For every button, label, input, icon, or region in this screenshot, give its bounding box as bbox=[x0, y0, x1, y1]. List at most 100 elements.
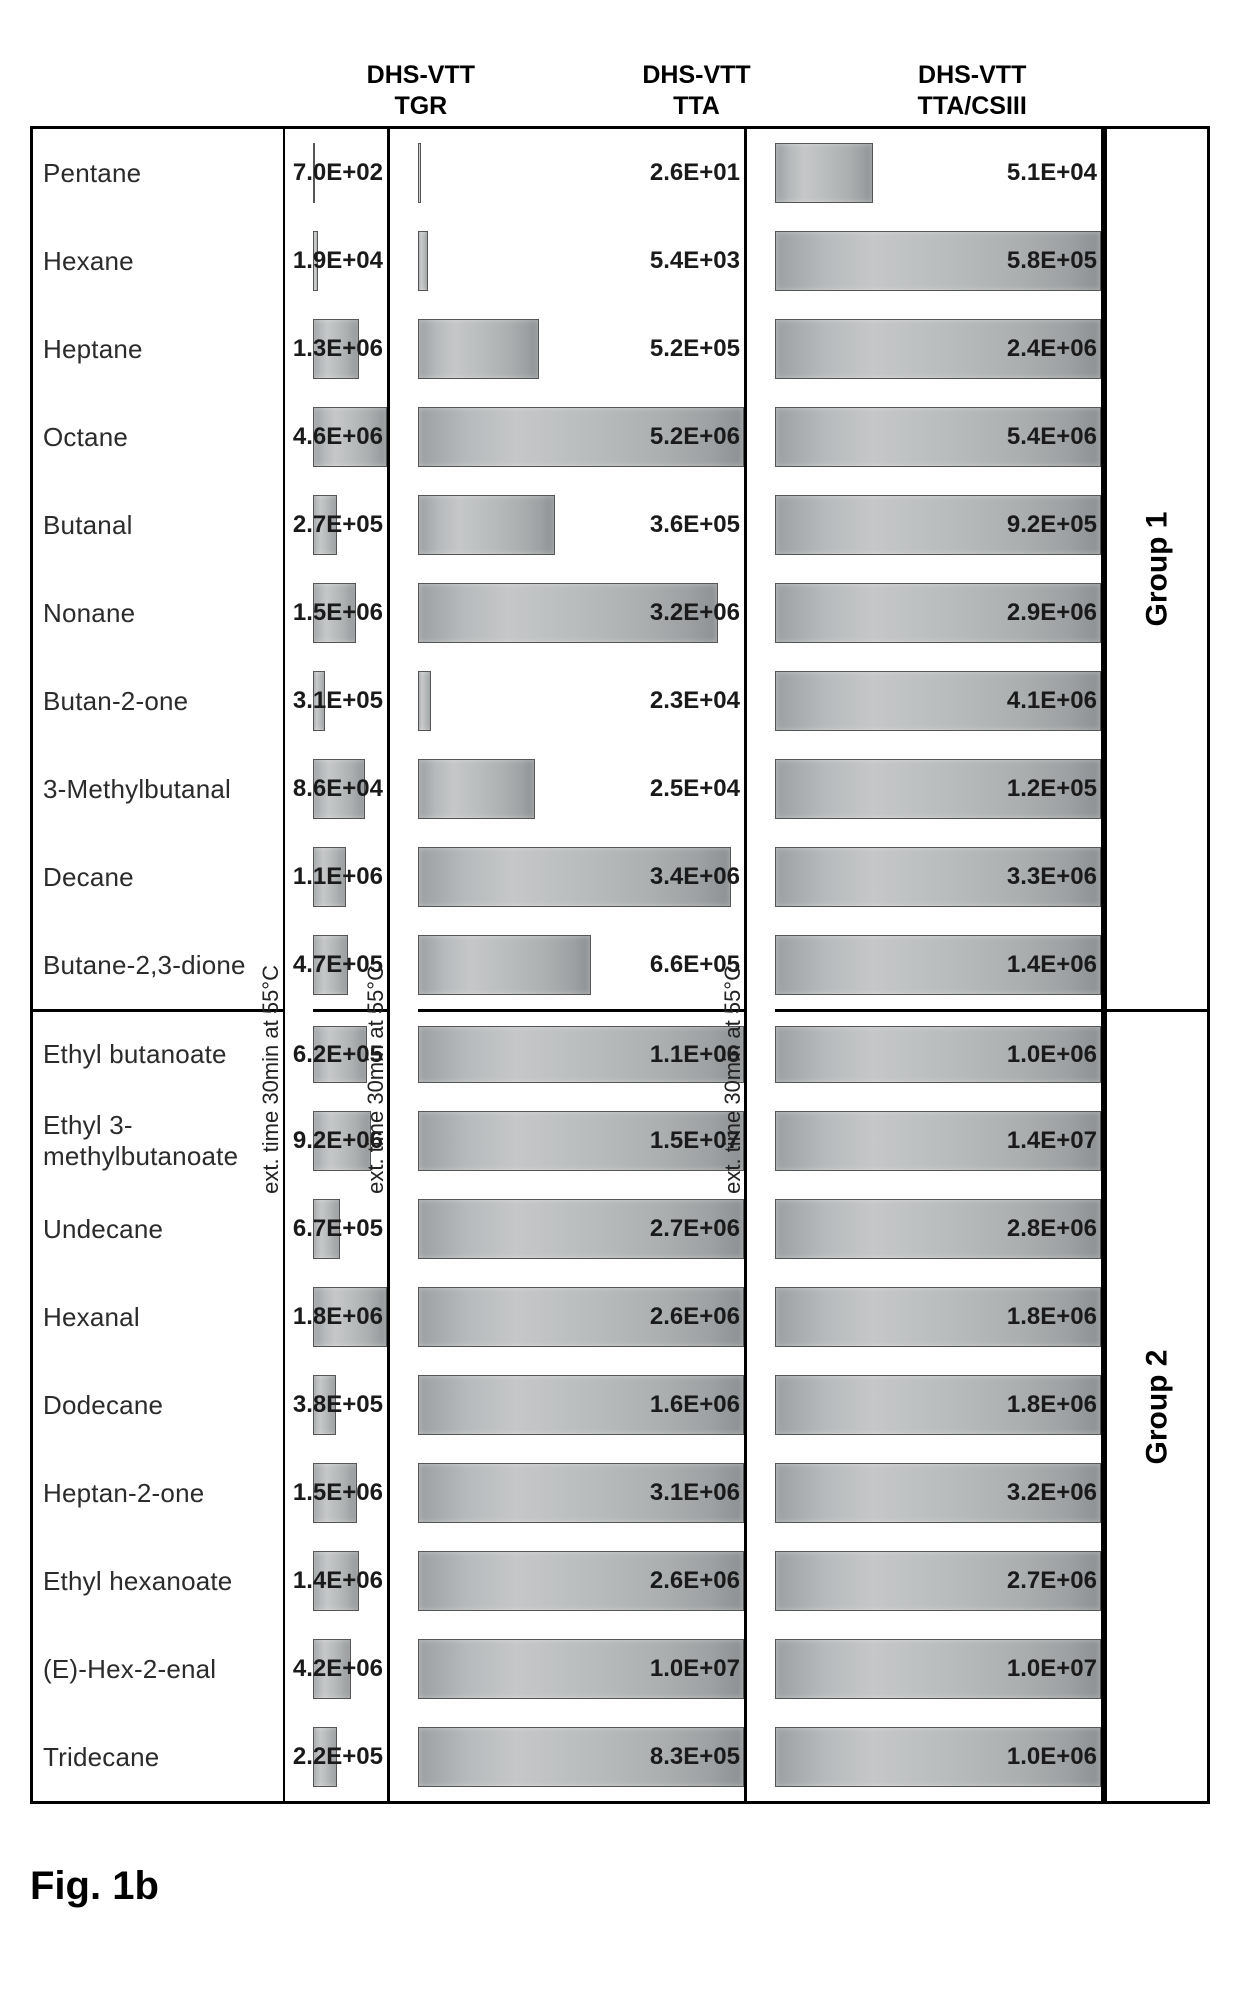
bar-row: 3.4E+06 bbox=[418, 833, 744, 921]
bar-value-label: 1.4E+06 bbox=[293, 1567, 383, 1595]
bar-value-label: 8.3E+05 bbox=[650, 1743, 740, 1771]
axis-label-0: ext. time 30min at 55°C bbox=[258, 965, 284, 1194]
bar-row: 2.7E+06 bbox=[775, 1537, 1101, 1625]
bar-value-label: 2.6E+06 bbox=[650, 1567, 740, 1595]
bar-value-label: 2.7E+06 bbox=[650, 1215, 740, 1243]
bar-value-label: 2.9E+06 bbox=[1007, 599, 1097, 627]
bar-value-label: 5.4E+03 bbox=[650, 247, 740, 275]
compound-row: Pentane bbox=[33, 129, 283, 217]
bar-row: 2.6E+01 bbox=[418, 129, 744, 217]
bar-value-label: 6.7E+05 bbox=[293, 1215, 383, 1243]
compound-label: Decane bbox=[43, 862, 134, 893]
bar bbox=[418, 671, 431, 731]
panel-0: PentaneHexaneHeptaneOctaneButanalNonaneB… bbox=[33, 129, 390, 1801]
bar-value-label: 5.2E+05 bbox=[650, 335, 740, 363]
group-label: Group 1 bbox=[1140, 511, 1174, 626]
bar bbox=[418, 231, 428, 291]
bar-value-label: 4.6E+06 bbox=[293, 423, 383, 451]
compound-label: Undecane bbox=[43, 1214, 163, 1245]
compound-label: Hexane bbox=[43, 246, 134, 277]
bar-row: 2.6E+06 bbox=[418, 1273, 744, 1361]
compound-row: Tridecane bbox=[33, 1713, 283, 1801]
bar-value-label: 1.0E+06 bbox=[1007, 1041, 1097, 1069]
bar-value-label: 1.4E+07 bbox=[1007, 1127, 1097, 1155]
bar-row: 7.0E+02 bbox=[313, 129, 387, 217]
bar-row: 3.2E+06 bbox=[775, 1449, 1101, 1537]
bar-value-label: 2.7E+05 bbox=[293, 511, 383, 539]
bar-row: 1.9E+04 bbox=[313, 217, 387, 305]
bar-row: 1.8E+06 bbox=[775, 1361, 1101, 1449]
bar-value-label: 1.3E+06 bbox=[293, 335, 383, 363]
bar bbox=[775, 143, 873, 203]
compound-label: Tridecane bbox=[43, 1742, 159, 1773]
bar bbox=[418, 935, 591, 995]
compound-row: Heptan-2-one bbox=[33, 1449, 283, 1537]
bar-row: 1.6E+06 bbox=[418, 1361, 744, 1449]
figure: DHS-VTT TGR DHS-VTT TTA DHS-VTT TTA/CSII… bbox=[0, 0, 1240, 1929]
column-header-1: DHS-VTT TTA bbox=[559, 30, 835, 122]
compound-row: Ethyl hexanoate bbox=[33, 1537, 283, 1625]
bar-row: 3.1E+06 bbox=[418, 1449, 744, 1537]
compound-row: Nonane bbox=[33, 569, 283, 657]
bar-row: 1.5E+07 bbox=[418, 1097, 744, 1185]
bar-row: 4.6E+06 bbox=[313, 393, 387, 481]
bar-row: 8.3E+05 bbox=[418, 1713, 744, 1801]
bar-row: 1.4E+07 bbox=[775, 1097, 1101, 1185]
compound-row: Dodecane bbox=[33, 1361, 283, 1449]
bar-value-label: 9.2E+05 bbox=[1007, 511, 1097, 539]
axis-rail-1: ext. time 30min at 55°C bbox=[390, 129, 418, 1801]
axis-rail-2: ext. time 30min at 55°C bbox=[747, 129, 775, 1801]
bar-row: 1.2E+05 bbox=[775, 745, 1101, 833]
chart-column-1: 2.6E+015.4E+035.2E+055.2E+063.6E+053.2E+… bbox=[418, 129, 744, 1801]
compound-row: Butanal bbox=[33, 481, 283, 569]
chart-column-2: 5.1E+045.8E+052.4E+065.4E+069.2E+052.9E+… bbox=[775, 129, 1101, 1801]
bar-value-label: 3.4E+06 bbox=[650, 863, 740, 891]
group-label-strip: Group 1Group 2 bbox=[1104, 129, 1207, 1801]
bar-row: 9.2E+05 bbox=[775, 481, 1101, 569]
compound-row: Decane bbox=[33, 833, 283, 921]
bar-row: 3.6E+05 bbox=[418, 481, 744, 569]
bar-row: 2.7E+05 bbox=[313, 481, 387, 569]
bar-row: 1.5E+06 bbox=[313, 569, 387, 657]
compound-row: Ethyl butanoate bbox=[33, 1009, 283, 1097]
compound-row: Butan-2-one bbox=[33, 657, 283, 745]
bar-value-label: 3.6E+05 bbox=[650, 511, 740, 539]
compound-label: Butan-2-one bbox=[43, 686, 188, 717]
bar-row: 2.5E+04 bbox=[418, 745, 744, 833]
compound-label: Butanal bbox=[43, 510, 133, 541]
compound-label: Octane bbox=[43, 422, 128, 453]
bar-value-label: 1.8E+06 bbox=[1007, 1303, 1097, 1331]
bar-value-label: 5.1E+04 bbox=[1007, 159, 1097, 187]
bar-value-label: 2.7E+06 bbox=[1007, 1567, 1097, 1595]
bar-value-label: 1.1E+06 bbox=[293, 863, 383, 891]
compound-row: Butane-2,3-dione bbox=[33, 921, 283, 1009]
header-text-2: DHS-VTT TTA/CSIII bbox=[918, 60, 1027, 123]
bar bbox=[418, 143, 421, 203]
chart-frame: PentaneHexaneHeptaneOctaneButanalNonaneB… bbox=[30, 126, 1210, 1804]
axis-label-2: ext. time 30min at 55°C bbox=[720, 965, 746, 1194]
bar-row: 3.8E+05 bbox=[313, 1361, 387, 1449]
compound-row: Hexanal bbox=[33, 1273, 283, 1361]
bar-row: 1.3E+06 bbox=[313, 305, 387, 393]
bar-row: 5.1E+04 bbox=[775, 129, 1101, 217]
bar-row: 3.3E+06 bbox=[775, 833, 1101, 921]
bar bbox=[418, 759, 535, 819]
compound-label: 3-Methylbutanal bbox=[43, 774, 231, 805]
compound-label: Hexanal bbox=[43, 1302, 140, 1333]
column-header-0: DHS-VTT TGR bbox=[283, 30, 559, 122]
bar-value-label: 2.5E+04 bbox=[650, 775, 740, 803]
bar-row: 5.8E+05 bbox=[775, 217, 1101, 305]
bar-row: 1.1E+06 bbox=[313, 833, 387, 921]
bar-value-label: 1.6E+06 bbox=[650, 1391, 740, 1419]
compound-label: Ethyl hexanoate bbox=[43, 1566, 232, 1597]
column-headers: DHS-VTT TGR DHS-VTT TTA DHS-VTT TTA/CSII… bbox=[283, 30, 1210, 122]
bar-row: 1.4E+06 bbox=[313, 1537, 387, 1625]
bar-value-label: 1.4E+06 bbox=[1007, 951, 1097, 979]
bar-row: 5.2E+05 bbox=[418, 305, 744, 393]
axis-label-1: ext. time 30min at 55°C bbox=[363, 965, 389, 1194]
bar-row: 4.2E+06 bbox=[313, 1625, 387, 1713]
bar-row: 2.8E+06 bbox=[775, 1185, 1101, 1273]
bar-value-label: 7.0E+02 bbox=[293, 159, 383, 187]
compound-row: Octane bbox=[33, 393, 283, 481]
compound-label: Ethyl butanoate bbox=[43, 1039, 227, 1070]
